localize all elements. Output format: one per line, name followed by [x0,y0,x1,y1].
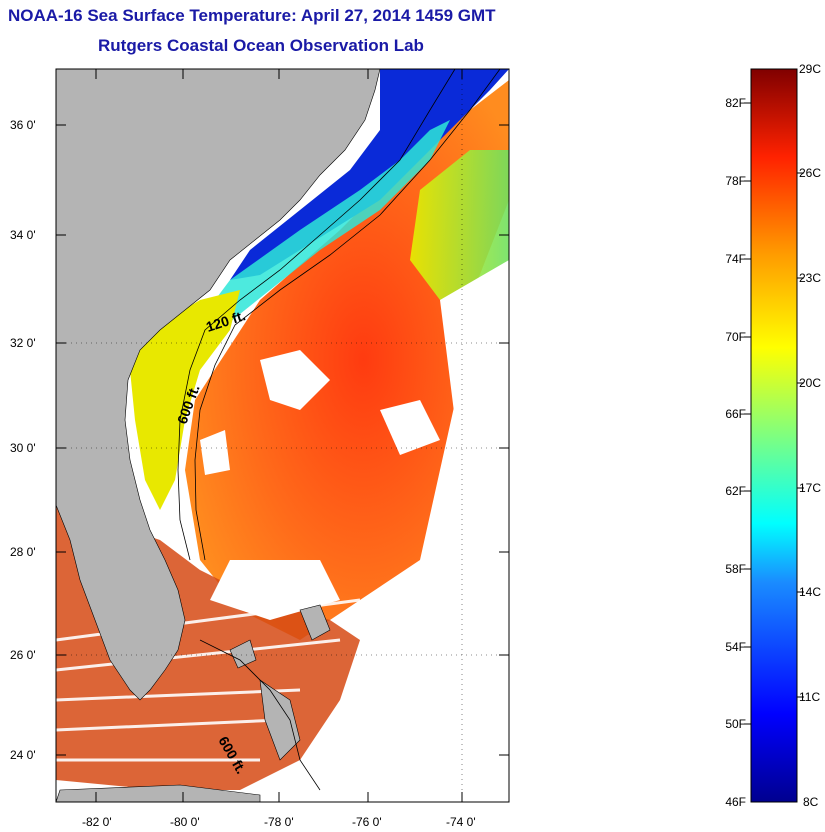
land-mainland [55,68,381,701]
lat-label: 32 0' [10,336,36,350]
colorbar-label-f: 58F [725,562,746,576]
colorbar-label-f: 54F [725,640,746,654]
depth-contours [177,68,501,791]
map-title: NOAA-16 Sea Surface Temperature: April 2… [8,6,496,25]
colorbar [750,68,798,803]
lon-label: -74 0' [446,815,476,829]
lat-label: 28 0' [10,545,36,559]
colorbar-label-f: 78F [725,174,746,188]
lat-label: 24 0' [10,748,36,762]
colorbar-label-c: 11C [799,690,821,704]
map-frame [55,68,510,803]
cool-patch-northeast [410,150,509,300]
colorbar-label-f: 74F [725,252,746,266]
colorbar-label-f: 50F [725,717,746,731]
colorbar-label-c: 29C [799,62,822,76]
shelf-water-southeast [130,290,240,510]
lon-label: -80 0' [170,815,200,829]
lat-label: 34 0' [10,228,36,242]
islands [55,604,331,803]
colorbar-label-f: 82F [725,96,746,110]
lat-label: 36 0' [10,118,36,132]
colorbar-label-c: 20C [799,376,822,390]
axis-ticks [56,69,509,802]
lon-label: -82 0' [82,815,112,829]
lon-label: -76 0' [352,815,382,829]
colorbar-label-f: 62F [725,484,746,498]
lat-label: 26 0' [10,648,36,662]
colorbar-label-c: 26C [799,166,822,180]
colorbar-ticks [744,102,804,725]
map-subtitle: Rutgers Coastal Ocean Observation Lab [98,36,424,55]
colorbar-label-f: 70F [725,330,746,344]
colorbar-label-c: 14C [799,585,822,599]
colorbar-label-f: 66F [725,407,746,421]
colorbar-label-c: 23C [799,271,822,285]
colorbar-label-c: 8C [803,795,819,809]
graticule [56,69,509,802]
lat-label: 30 0' [10,441,36,455]
colorbar-label-f: 46F [725,795,746,809]
cloud-gaps [200,260,509,620]
colorbar-label-c: 17C [799,481,822,495]
lon-label: -78 0' [264,815,294,829]
cyan-shelf-band [170,120,450,380]
cold-shelf-north [230,69,509,280]
